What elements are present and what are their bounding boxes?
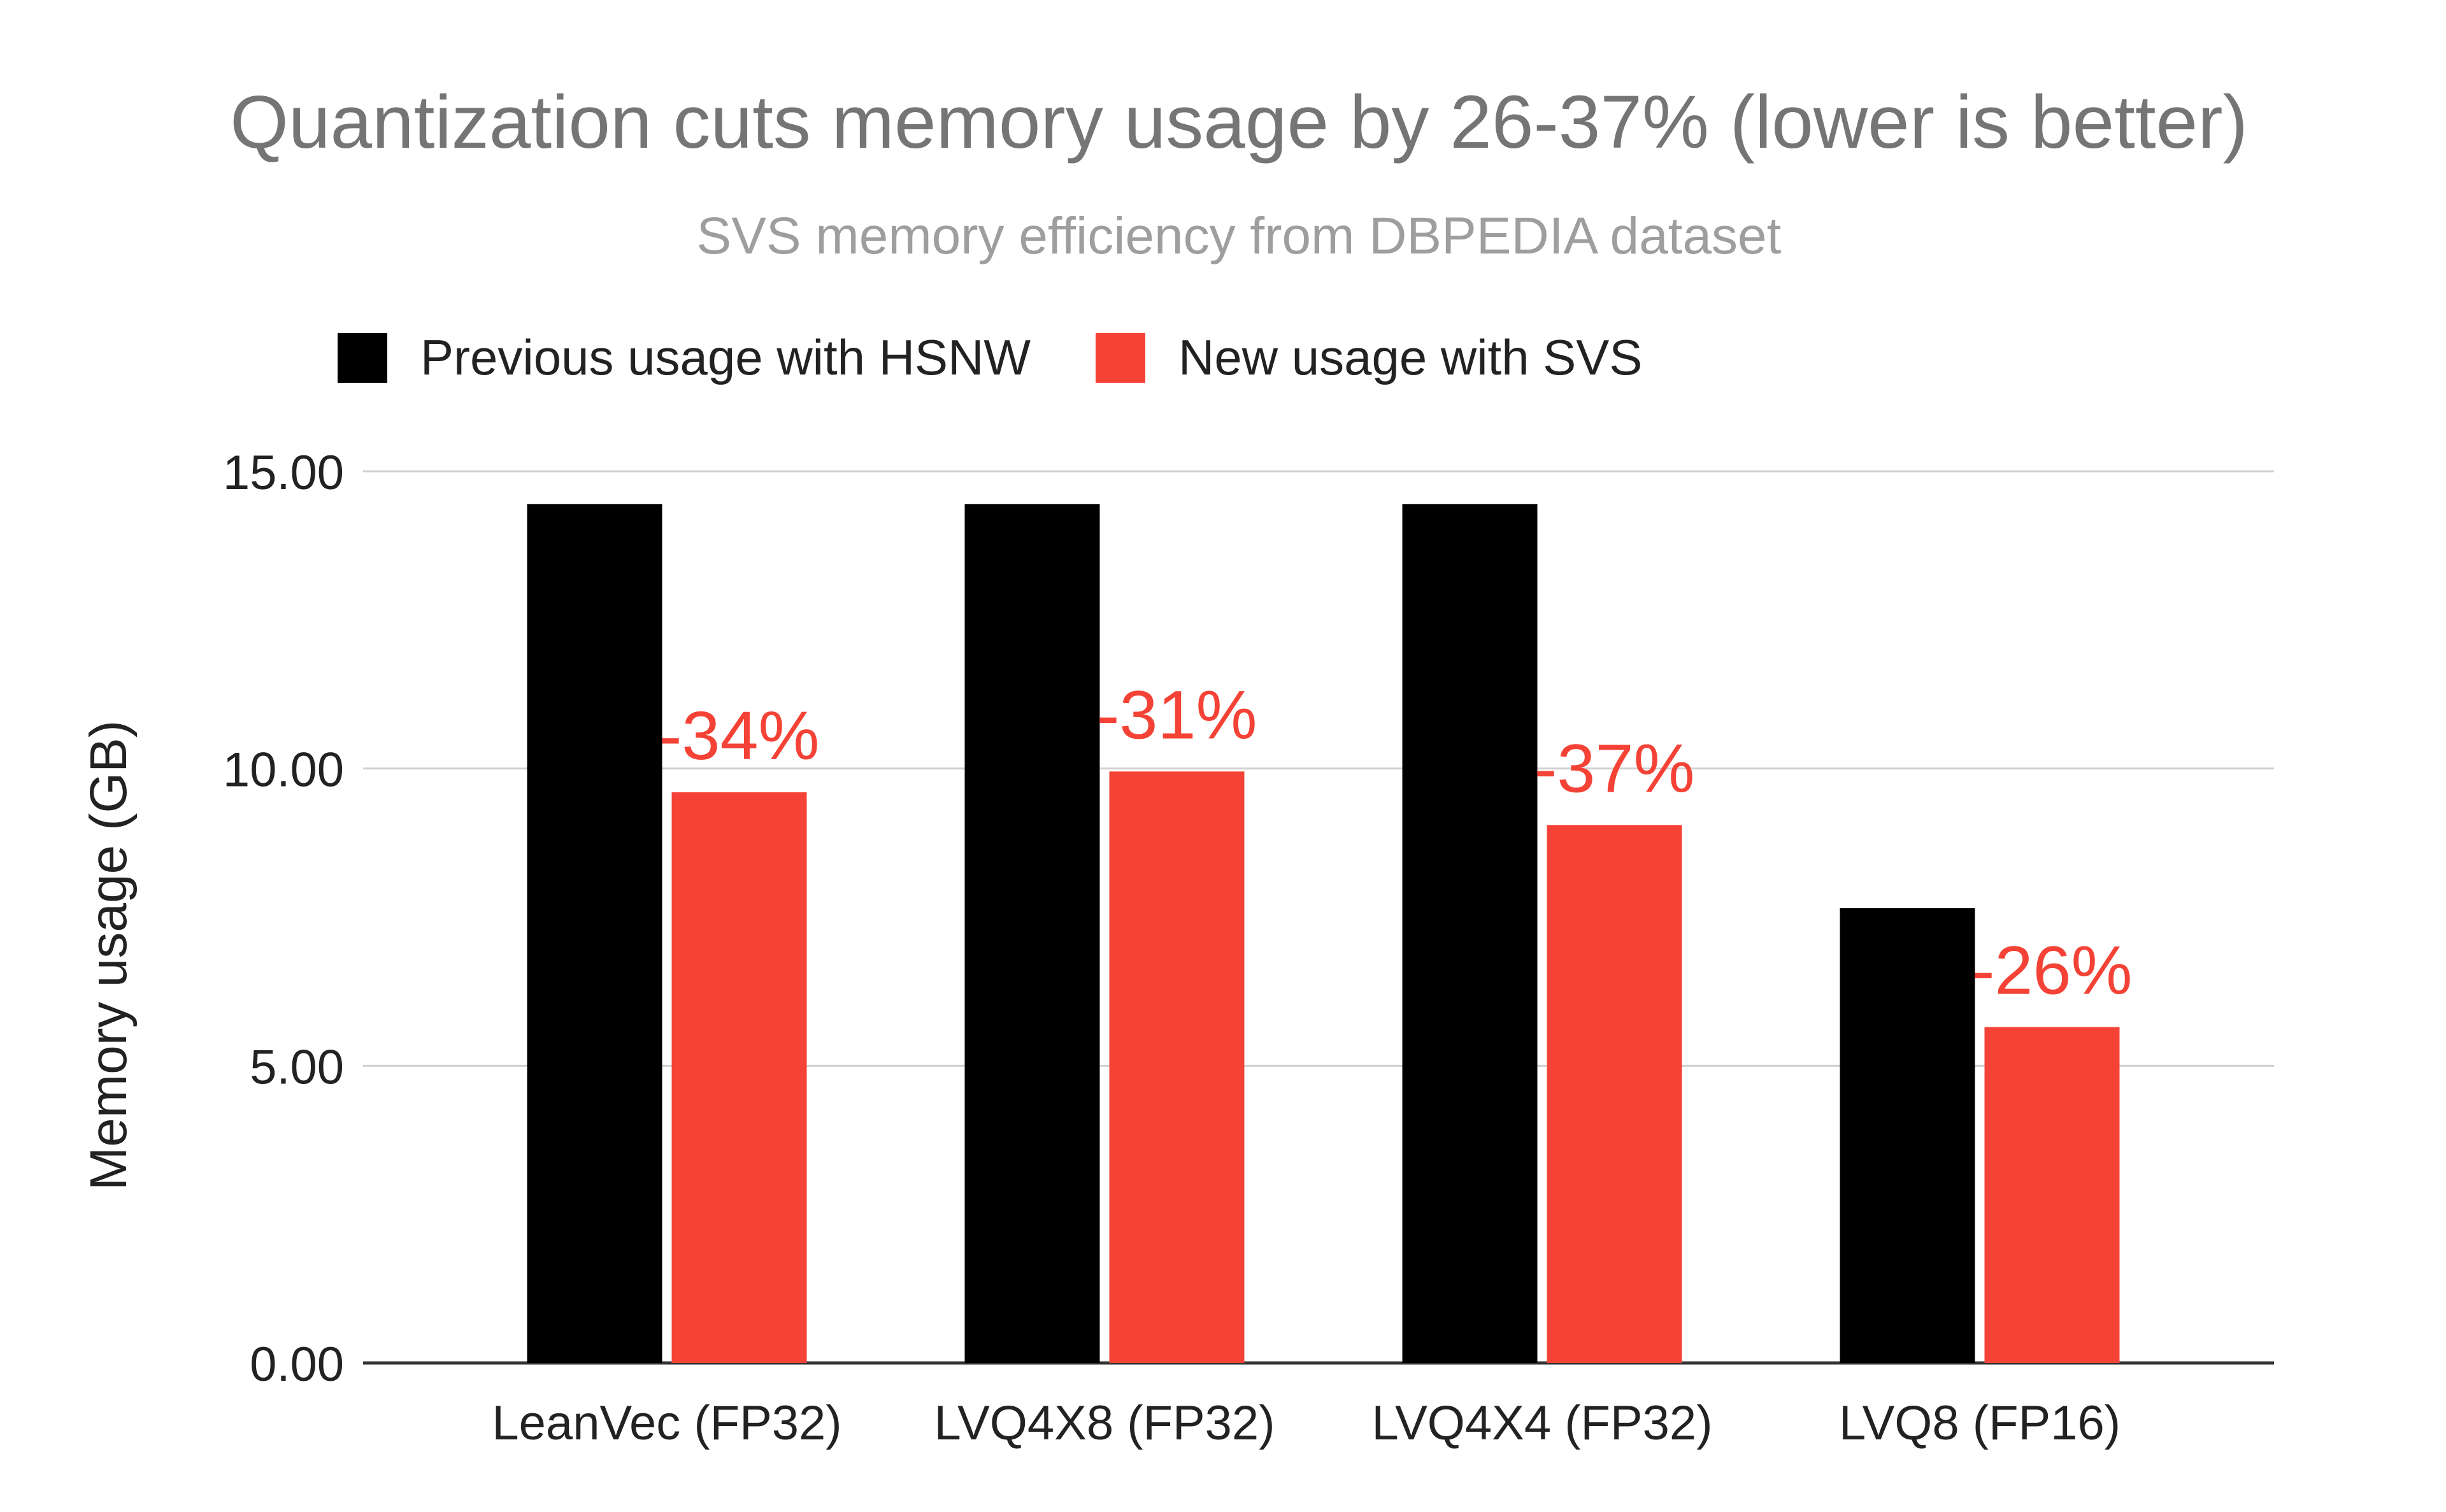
y-tick-label: 15.00	[223, 446, 344, 500]
bar-svs	[1984, 1027, 2120, 1363]
chart-title: Quantization cuts memory usage by 26-37%…	[230, 80, 2248, 164]
bar-hsnw	[1402, 504, 1538, 1364]
reduction-annotation: -26%	[1971, 932, 2132, 1009]
y-axis-ticks: 0.00 5.00 10.00 15.00	[223, 446, 344, 1392]
y-tick-label: 10.00	[223, 743, 344, 797]
bar-svs	[1109, 771, 1245, 1363]
legend-swatch-svs	[1096, 333, 1145, 383]
bar-svs	[671, 792, 807, 1363]
x-tick-label: LVQ8 (FP16)	[1839, 1396, 2121, 1450]
x-tick-label: LeanVec (FP32)	[492, 1396, 841, 1450]
reduction-annotation: -31%	[1096, 676, 1257, 753]
legend: Previous usage with HSNW New usage with …	[338, 329, 1642, 385]
x-tick-label: LVQ4X4 (FP32)	[1371, 1396, 1712, 1450]
x-axis-ticks: LeanVec (FP32) LVQ4X8 (FP32) LVQ4X4 (FP32)…	[492, 1396, 2121, 1450]
y-tick-label: 5.00	[250, 1040, 344, 1094]
bar-hsnw	[1840, 908, 1975, 1363]
y-axis-label: Memory usage (GB)	[80, 720, 138, 1190]
legend-label-svs: New usage with SVS	[1178, 329, 1642, 385]
bar-hsnw	[964, 504, 1100, 1364]
reduction-annotation: -34%	[659, 697, 819, 774]
reduction-annotation: -37%	[1534, 729, 1694, 806]
x-tick-label: LVQ4X8 (FP32)	[934, 1396, 1275, 1450]
legend-label-hsnw: Previous usage with HSNW	[420, 329, 1031, 385]
legend-swatch-hsnw	[338, 333, 387, 383]
bar-svs	[1547, 825, 1682, 1363]
bars	[527, 504, 2120, 1364]
chart-subtitle: SVS memory efficiency from DBPEDIA datas…	[697, 207, 1782, 265]
y-tick-label: 0.00	[250, 1337, 344, 1392]
annotations: -34% -31% -37% -26%	[659, 676, 2132, 1008]
bar-hsnw	[527, 504, 662, 1364]
